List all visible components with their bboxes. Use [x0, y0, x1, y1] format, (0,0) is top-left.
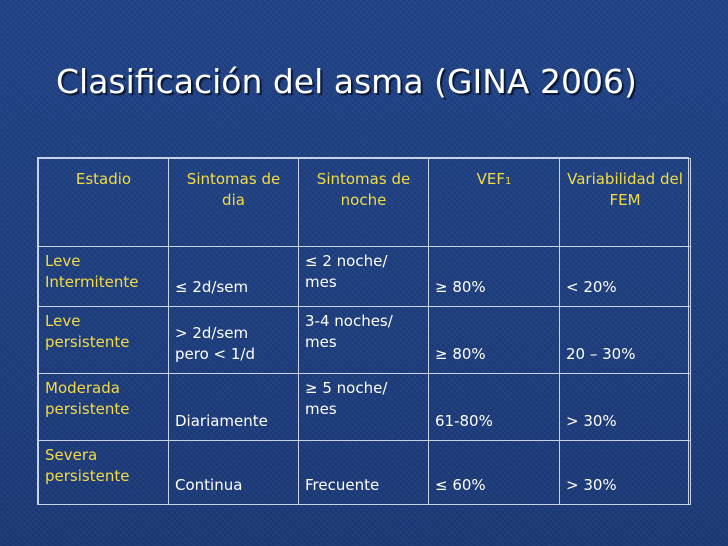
- table-row: Leve Intermitente ≤ 2d/sem ≤ 2 noche/ me…: [38, 246, 691, 307]
- header-vef-label: VEF: [476, 170, 505, 188]
- stage-cell: Moderada persistente: [38, 373, 169, 441]
- vef-cell: ≥ 80%: [428, 246, 560, 307]
- slide-title: Clasificación del asma (GINA 2006): [56, 62, 637, 101]
- dia-line-1: > 2d/sem: [175, 324, 249, 342]
- vef-cell: ≤ 60%: [428, 440, 560, 505]
- noche-cell: 3-4 noches/ mes: [298, 306, 429, 374]
- fem-cell: < 20%: [559, 246, 691, 307]
- dia-cell: > 2d/sem pero < 1/d: [168, 306, 299, 374]
- stage-cell: Severa persistente: [38, 440, 169, 505]
- noche-cell: Frecuente: [298, 440, 429, 505]
- dia-line-2: pero < 1/d: [175, 345, 255, 363]
- noche-cell: ≤ 2 noche/ mes: [298, 246, 429, 307]
- stage-cell: Leve persistente: [38, 306, 169, 374]
- dia-cell: Continua: [168, 440, 299, 505]
- table-row: Moderada persistente Diariamente ≥ 5 noc…: [38, 373, 691, 441]
- table-header-row: Estadio Sintomas de dia Sintomas de noch…: [38, 158, 691, 247]
- header-estadio: Estadio: [38, 158, 169, 247]
- dia-cell: ≤ 2d/sem: [168, 246, 299, 307]
- dia-cell: Diariamente: [168, 373, 299, 441]
- table-row: Leve persistente > 2d/sem pero < 1/d 3-4…: [38, 306, 691, 374]
- header-variabilidad-fem: Variabilidad del FEM: [559, 158, 691, 247]
- header-sintomas-noche: Sintomas de noche: [298, 158, 429, 247]
- vef-cell: ≥ 80%: [428, 306, 560, 374]
- stage-cell: Leve Intermitente: [38, 246, 169, 307]
- noche-cell: ≥ 5 noche/ mes: [298, 373, 429, 441]
- table-row: Severa persistente Continua Frecuente ≤ …: [38, 440, 691, 505]
- asthma-classification-table: Estadio Sintomas de dia Sintomas de noch…: [37, 157, 691, 505]
- fem-cell: > 30%: [559, 440, 691, 505]
- fem-cell: 20 – 30%: [559, 306, 691, 374]
- header-sintomas-dia: Sintomas de dia: [168, 158, 299, 247]
- vef-cell: 61-80%: [428, 373, 560, 441]
- fem-cell: > 30%: [559, 373, 691, 441]
- header-vef: VEF1: [428, 158, 560, 247]
- header-vef-subscript: 1: [505, 176, 512, 187]
